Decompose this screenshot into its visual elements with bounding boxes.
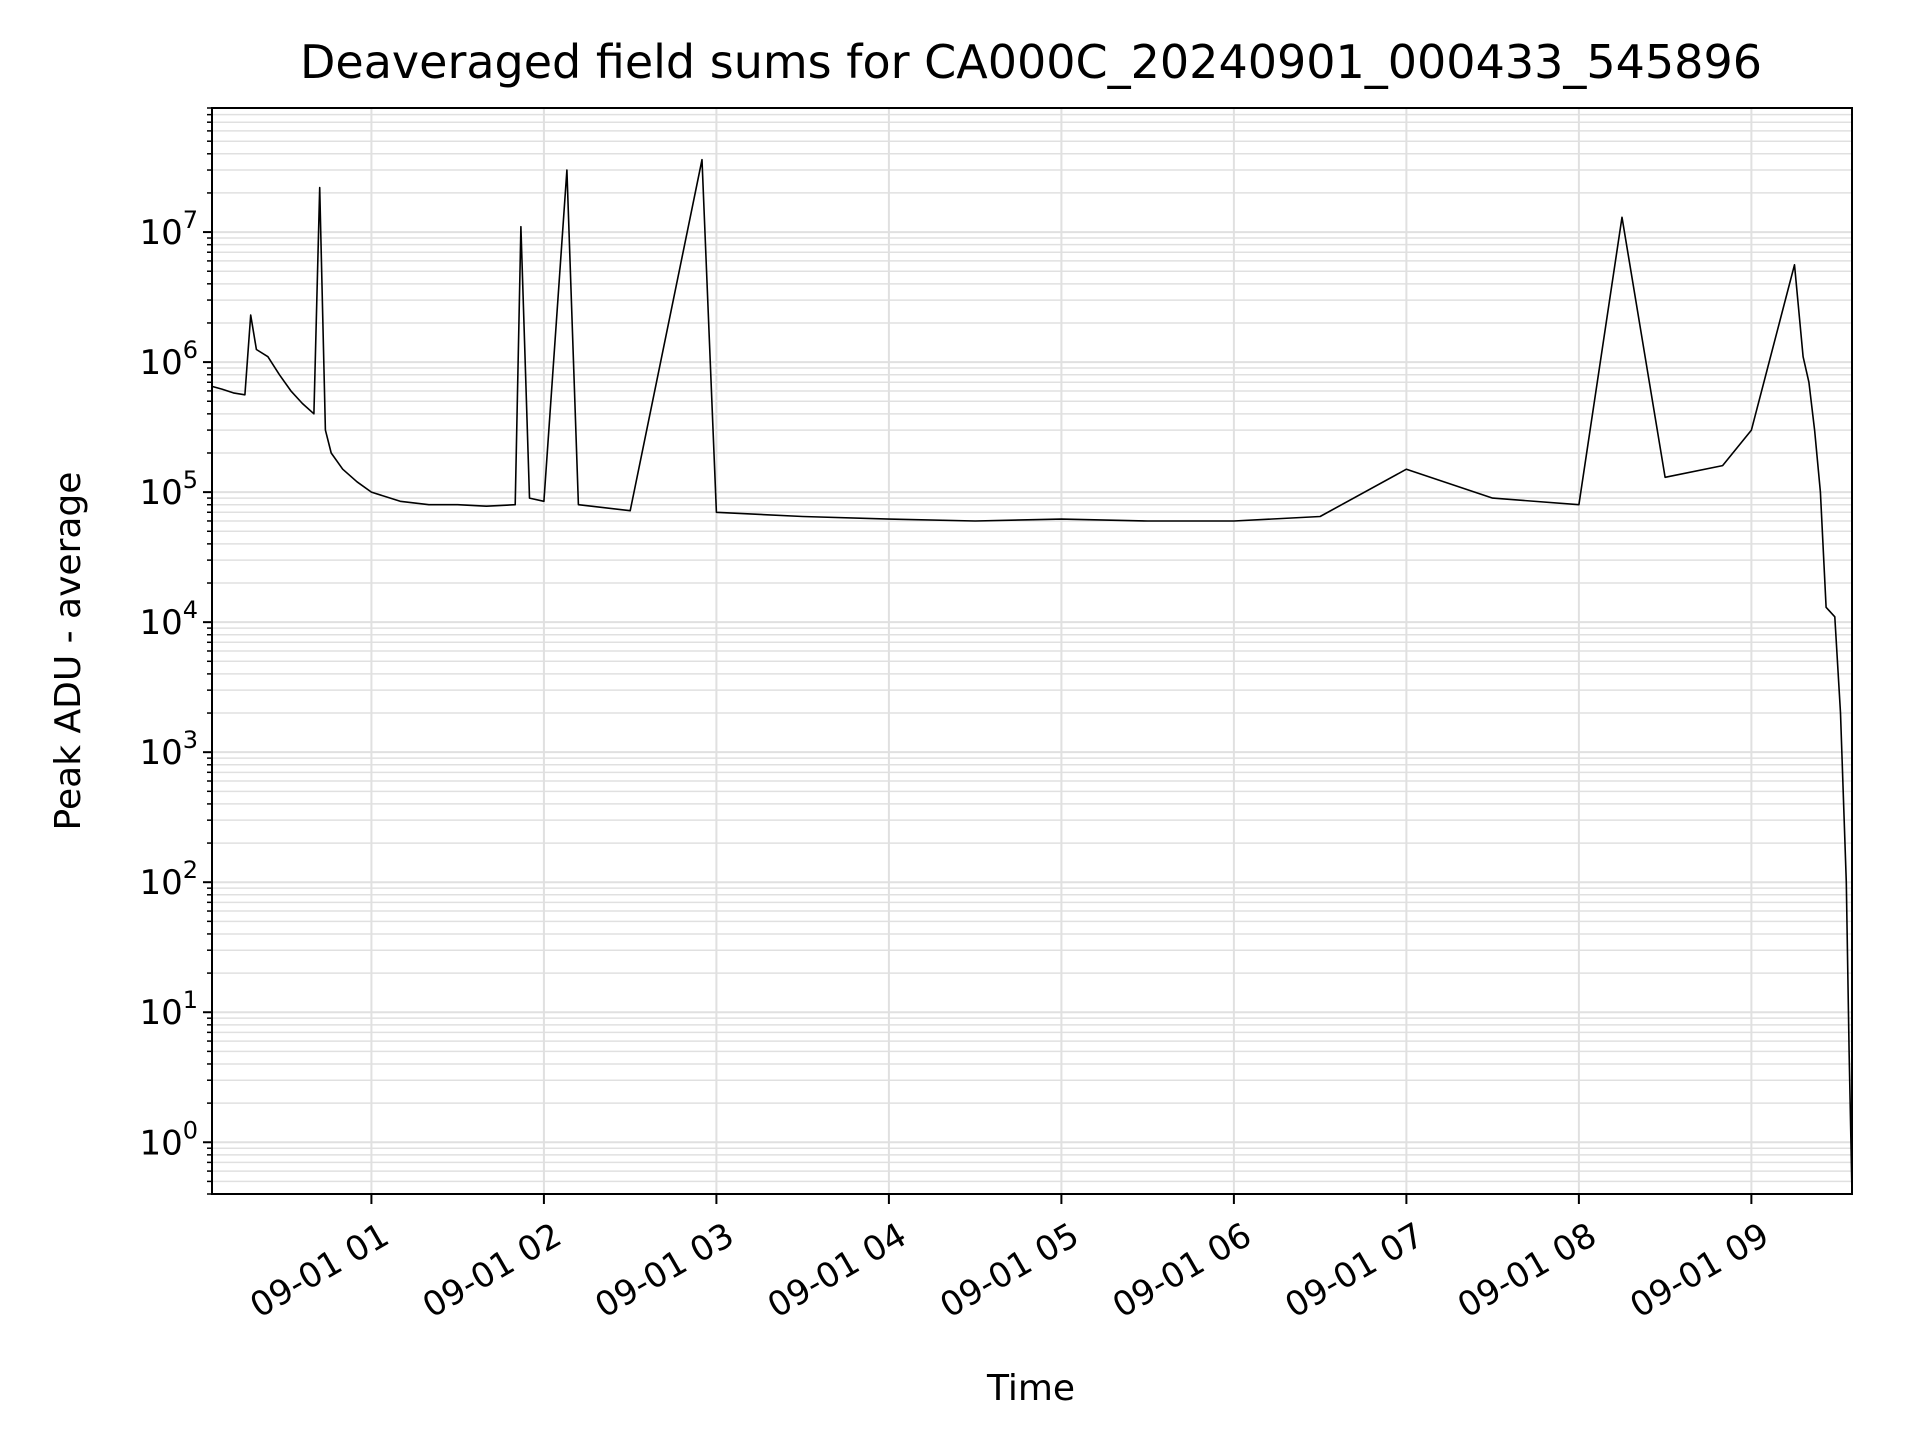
y-tick-label: 107 bbox=[139, 206, 198, 253]
y-tick-label: 102 bbox=[139, 856, 198, 903]
x-axis-label: Time bbox=[986, 1368, 1075, 1409]
y-axis-label: Peak ADU - average bbox=[48, 472, 89, 831]
major-gridlines bbox=[212, 108, 1852, 1194]
y-tick-label: 100 bbox=[139, 1116, 198, 1163]
chart-title: Deaveraged field sums for CA000C_2024090… bbox=[300, 35, 1762, 89]
y-axis-ticks: 100 101 102 103 104 105 106 107 bbox=[139, 107, 212, 1195]
y-tick-label: 104 bbox=[139, 596, 198, 643]
series-group bbox=[211, 158, 1853, 1195]
y-tick-label: 103 bbox=[139, 726, 198, 773]
y-tick-label: 106 bbox=[139, 336, 198, 383]
y-tick-label: 105 bbox=[139, 466, 198, 513]
y-tick-label: 101 bbox=[139, 986, 198, 1033]
data-series-line bbox=[211, 158, 1853, 1195]
